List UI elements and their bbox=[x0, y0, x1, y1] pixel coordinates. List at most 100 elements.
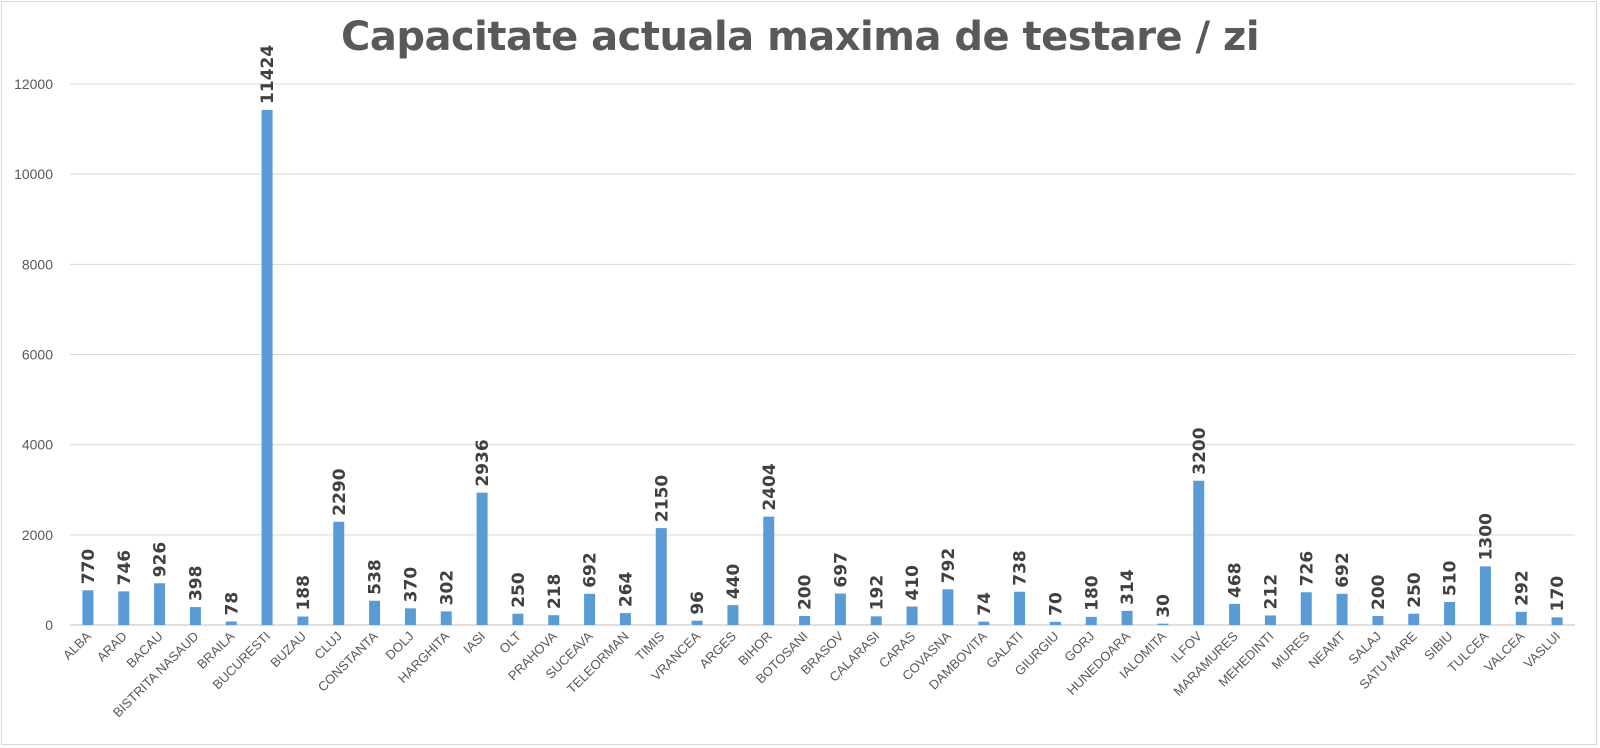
bar bbox=[225, 621, 237, 625]
bar bbox=[261, 109, 273, 625]
category-label: OLT bbox=[496, 628, 524, 656]
data-label: 78 bbox=[222, 592, 242, 616]
bar bbox=[1193, 480, 1205, 625]
y-tick-label: 4000 bbox=[22, 437, 53, 453]
category-label: BUZAU bbox=[267, 629, 309, 671]
bar bbox=[548, 615, 560, 625]
bar bbox=[512, 613, 524, 625]
data-label: 792 bbox=[939, 548, 959, 584]
data-label: 410 bbox=[903, 565, 923, 601]
category-label: ALBA bbox=[60, 628, 94, 662]
data-label: 200 bbox=[1369, 574, 1389, 610]
data-label: 2936 bbox=[473, 439, 493, 486]
bar bbox=[369, 600, 381, 625]
data-label: 292 bbox=[1512, 570, 1532, 606]
bar bbox=[333, 521, 345, 625]
data-label: 697 bbox=[831, 552, 851, 588]
chart-title: Capacitate actuala maxima de testare / z… bbox=[340, 14, 1260, 60]
y-tick-label: 8000 bbox=[22, 256, 53, 272]
data-label: 200 bbox=[796, 574, 816, 610]
data-label: 212 bbox=[1261, 574, 1281, 610]
bar bbox=[1479, 566, 1491, 625]
category-label: CLUJ bbox=[311, 629, 345, 663]
data-label: 96 bbox=[688, 591, 708, 615]
bar bbox=[727, 605, 739, 625]
bar bbox=[476, 492, 488, 625]
bar bbox=[1014, 591, 1026, 625]
bar bbox=[942, 589, 954, 625]
bar bbox=[1229, 603, 1241, 625]
category-label: NEAMT bbox=[1305, 628, 1348, 671]
data-label: 398 bbox=[186, 566, 206, 602]
data-label: 170 bbox=[1548, 576, 1568, 612]
data-label: 770 bbox=[79, 549, 99, 585]
bar bbox=[154, 583, 166, 625]
data-label: 440 bbox=[724, 564, 744, 600]
data-label: 692 bbox=[1333, 552, 1353, 588]
data-label: 538 bbox=[366, 559, 386, 595]
bar bbox=[297, 616, 309, 625]
data-label: 2290 bbox=[330, 468, 350, 515]
y-tick-label: 10000 bbox=[14, 166, 53, 182]
data-label: 2150 bbox=[652, 475, 672, 522]
bar bbox=[1551, 617, 1563, 625]
bar bbox=[834, 593, 846, 625]
data-label: 746 bbox=[115, 550, 135, 586]
bar bbox=[118, 591, 130, 625]
data-label: 250 bbox=[509, 572, 529, 608]
data-label: 180 bbox=[1082, 575, 1102, 611]
data-label: 926 bbox=[151, 542, 171, 578]
y-tick-label: 6000 bbox=[22, 347, 53, 363]
bar bbox=[1515, 611, 1527, 625]
data-label: 188 bbox=[294, 575, 314, 611]
bar bbox=[763, 516, 775, 625]
bar bbox=[1300, 592, 1312, 625]
data-label: 192 bbox=[867, 575, 887, 611]
bar bbox=[82, 590, 94, 625]
category-label: IASI bbox=[460, 629, 488, 657]
bar bbox=[870, 616, 882, 625]
bar bbox=[799, 615, 811, 625]
data-label: 726 bbox=[1297, 551, 1317, 587]
bar bbox=[584, 593, 596, 625]
bar bbox=[978, 621, 990, 625]
data-label: 738 bbox=[1011, 550, 1031, 586]
bar bbox=[1372, 615, 1384, 625]
y-tick-label: 2000 bbox=[22, 527, 53, 543]
bar bbox=[619, 613, 631, 625]
category-label: VASLUI bbox=[1521, 629, 1564, 672]
data-label: 264 bbox=[616, 571, 636, 607]
y-tick-label: 12000 bbox=[14, 76, 53, 92]
category-label: ARGES bbox=[696, 628, 739, 671]
bar bbox=[655, 528, 667, 625]
bar bbox=[1085, 616, 1097, 625]
bar bbox=[691, 620, 703, 625]
data-label: 250 bbox=[1405, 572, 1425, 608]
data-label: 468 bbox=[1226, 562, 1246, 598]
data-label: 510 bbox=[1441, 560, 1461, 596]
data-label: 314 bbox=[1118, 569, 1138, 605]
data-label: 2404 bbox=[760, 463, 780, 510]
bar bbox=[1336, 593, 1348, 625]
bar bbox=[1408, 613, 1420, 625]
bar bbox=[1049, 621, 1061, 625]
bar bbox=[1444, 602, 1456, 625]
y-tick-label: 0 bbox=[45, 617, 53, 633]
data-label: 70 bbox=[1046, 592, 1066, 616]
category-label: VALCEA bbox=[1481, 628, 1527, 674]
bar bbox=[1264, 615, 1276, 625]
bar bbox=[440, 611, 452, 625]
data-label: 370 bbox=[401, 567, 421, 603]
data-label: 302 bbox=[437, 570, 457, 606]
bar bbox=[1157, 623, 1169, 625]
data-label: 1300 bbox=[1476, 513, 1496, 560]
bar bbox=[404, 608, 416, 625]
data-label: 30 bbox=[1154, 594, 1174, 618]
bar bbox=[189, 607, 201, 625]
data-label: 74 bbox=[975, 592, 995, 616]
data-label: 218 bbox=[545, 574, 565, 610]
data-label: 692 bbox=[581, 552, 601, 588]
bar bbox=[906, 606, 918, 625]
data-label: 3200 bbox=[1190, 427, 1210, 474]
